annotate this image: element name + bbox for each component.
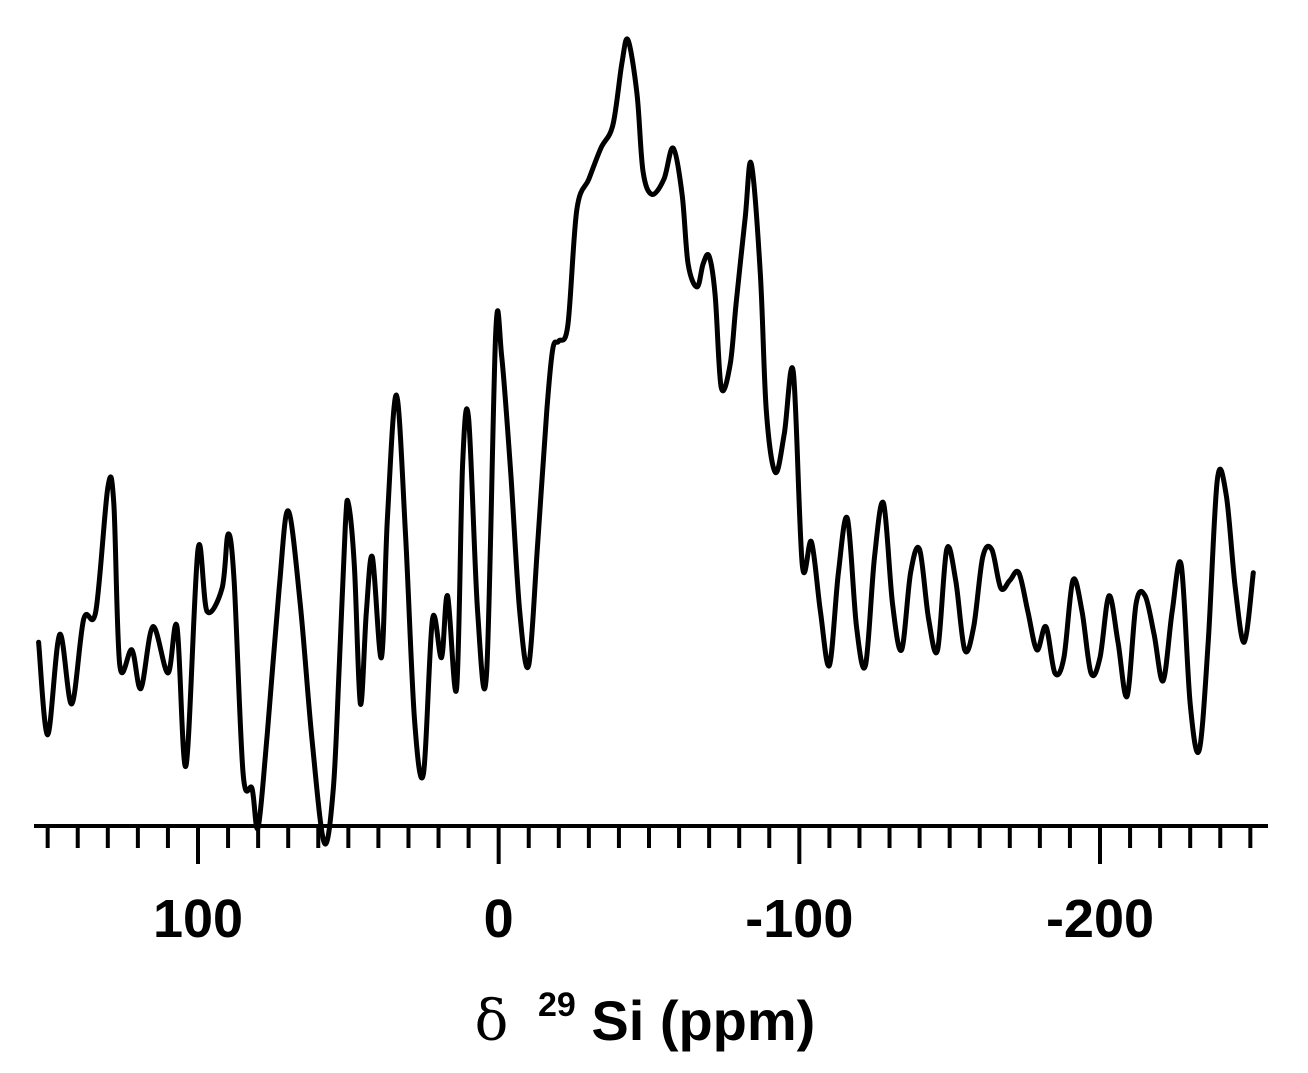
x-axis-label-main: Si (ppm) <box>591 989 815 1052</box>
x-axis-label: δ 29 Si (ppm) <box>475 965 816 1054</box>
plot-area <box>36 36 1256 847</box>
x-axis: 100 0 -100 -200 <box>34 824 1268 949</box>
x-axis-ticks <box>45 826 1253 864</box>
x-axis-label-prefix: δ <box>475 989 509 1054</box>
spectrum-series-line <box>36 36 1256 847</box>
tick-label: -200 <box>1046 889 1154 949</box>
tick-label: -100 <box>745 889 853 949</box>
x-axis-label-superscript: 29 <box>538 986 576 1024</box>
x-axis-tick-labels: 100 0 -100 -200 <box>153 889 1154 949</box>
tick-label: 100 <box>153 889 243 949</box>
tick-label: 0 <box>484 889 514 949</box>
